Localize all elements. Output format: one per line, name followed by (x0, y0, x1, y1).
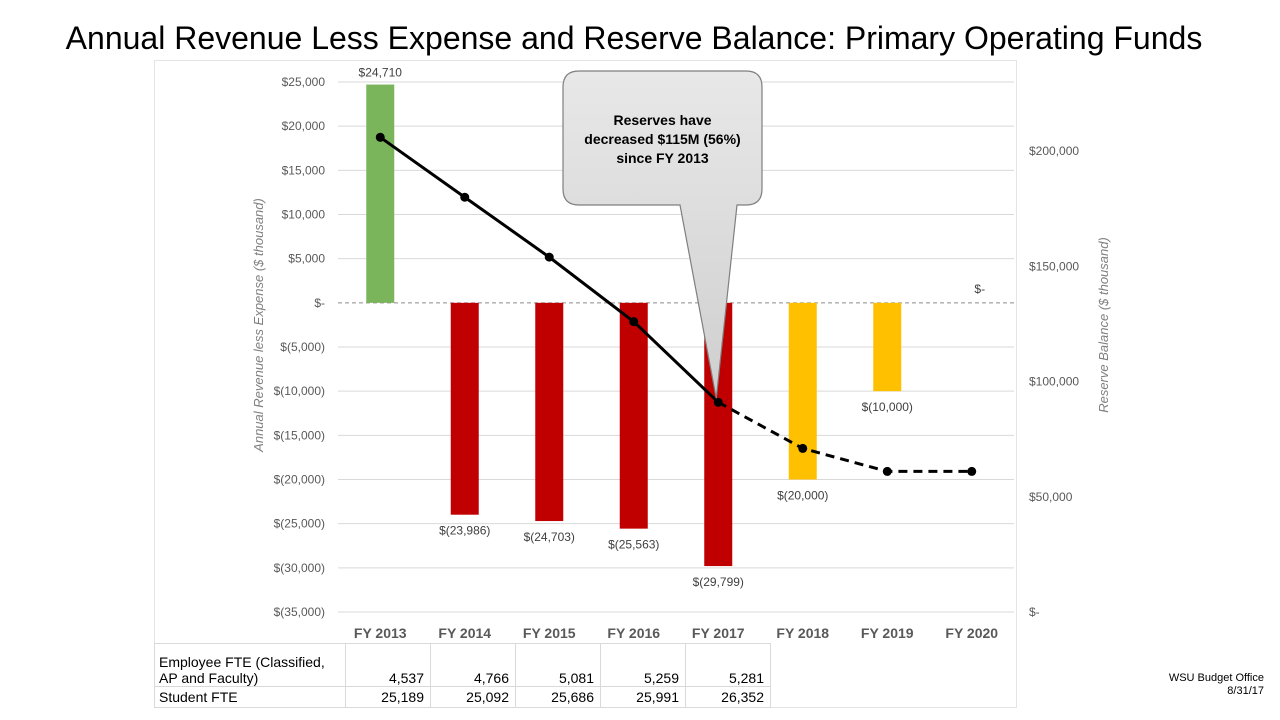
x-tick-label: FY 2019 (861, 625, 914, 641)
fte-table: Employee FTE (Classified, AP and Faculty… (154, 643, 771, 708)
row-label-employee-fte: Employee FTE (Classified, AP and Faculty… (154, 643, 346, 687)
y2-tick-label: $150,000 (1029, 259, 1079, 273)
y2-tick-label: $- (1029, 605, 1040, 619)
bar-fy-2019 (873, 302, 902, 392)
y-tick-label: $(25,000) (274, 517, 325, 531)
y-tick-label: $- (314, 296, 325, 310)
student-fte-fy2017: 26,352 (685, 686, 771, 708)
y-tick-label: $25,000 (282, 75, 326, 89)
chart-area (154, 60, 1017, 708)
y-tick-label: $(5,000) (280, 340, 325, 354)
callout-text-line: Reserves have (613, 112, 711, 128)
bar-fy-2016 (619, 302, 648, 529)
bar-data-label: $- (974, 282, 985, 296)
reserve-line-projected (717, 400, 972, 473)
row-label-line-2: AP and Faculty) (159, 670, 259, 686)
bar-data-label: $(20,000) (777, 489, 828, 503)
y2-axis-title: Reserve Balance ($ thousand) (1096, 237, 1111, 413)
student-fte-fy2013: 25,189 (345, 686, 431, 708)
y-tick-label: $(15,000) (274, 428, 325, 442)
table-row-student-fte: Student FTE 25,189 25,092 25,686 25,991 … (154, 686, 771, 708)
row-label-student-fte: Student FTE (154, 686, 346, 708)
x-tick-label: FY 2017 (692, 625, 745, 641)
student-fte-fy2014: 25,092 (430, 686, 516, 708)
bar-fy-2015 (535, 302, 564, 522)
reserve-point (882, 466, 892, 476)
footer-date: 8/31/17 (1227, 685, 1264, 697)
callout-bubble (562, 70, 763, 399)
employee-fte-fy2015: 5,081 (515, 643, 601, 687)
reserve-point (713, 397, 723, 407)
reserve-point (544, 252, 554, 262)
y2-tick-label: $100,000 (1029, 375, 1079, 389)
slide-title: Annual Revenue Less Expense and Reserve … (65, 20, 1203, 56)
bar-data-label: $(23,986) (439, 524, 490, 538)
student-fte-fy2015: 25,686 (515, 686, 601, 708)
employee-fte-fy2016: 5,259 (600, 643, 686, 687)
y-tick-label: $(20,000) (274, 473, 325, 487)
x-tick-label: FY 2018 (776, 625, 829, 641)
y-tick-label: $(10,000) (274, 384, 325, 398)
x-tick-label: FY 2020 (945, 625, 998, 641)
bar-data-label: $(24,703) (524, 530, 575, 544)
x-tick-label: FY 2014 (438, 625, 491, 641)
reserve-point (629, 317, 639, 327)
y-axis-title: Annual Revenue less Expense ($ thousand) (251, 198, 266, 453)
table-row-employee-fte: Employee FTE (Classified, AP and Faculty… (154, 643, 771, 687)
reserve-point (967, 466, 977, 476)
employee-fte-fy2013: 4,537 (345, 643, 431, 687)
student-fte-fy2016: 25,991 (600, 686, 686, 708)
y-tick-label: $20,000 (282, 119, 326, 133)
reserve-point (798, 443, 808, 453)
employee-fte-fy2017: 5,281 (685, 643, 771, 687)
x-tick-label: FY 2016 (607, 625, 660, 641)
footer: WSU Budget Office 8/31/17 (1169, 672, 1264, 698)
bar-fy-2013 (366, 84, 395, 303)
bar-fy-2014 (450, 302, 479, 515)
y2-tick-label: $50,000 (1029, 490, 1073, 504)
bar-data-label: $(10,000) (862, 400, 913, 414)
bar-fy-2018 (788, 302, 817, 480)
reserve-point (460, 192, 470, 202)
callout-text-line: since FY 2013 (616, 150, 709, 166)
y-tick-label: $(35,000) (274, 605, 325, 619)
x-tick-label: FY 2015 (523, 625, 576, 641)
callout-text-line: decreased $115M (56%) (584, 131, 740, 147)
bar-data-label: $(29,799) (693, 575, 744, 589)
y-tick-label: $15,000 (282, 163, 326, 177)
bar-data-label: $24,710 (359, 66, 403, 80)
reserve-point (375, 132, 385, 142)
footer-office: WSU Budget Office (1168, 672, 1264, 684)
bar-data-label: $(25,563) (608, 538, 659, 552)
y2-tick-label: $200,000 (1029, 144, 1079, 158)
x-tick-label: FY 2013 (354, 625, 407, 641)
employee-fte-fy2014: 4,766 (430, 643, 516, 687)
y-tick-label: $(30,000) (274, 561, 325, 575)
y-tick-label: $10,000 (282, 208, 326, 222)
y-tick-label: $5,000 (288, 252, 325, 266)
row-label-line-1: Employee FTE (Classified, (159, 654, 325, 670)
